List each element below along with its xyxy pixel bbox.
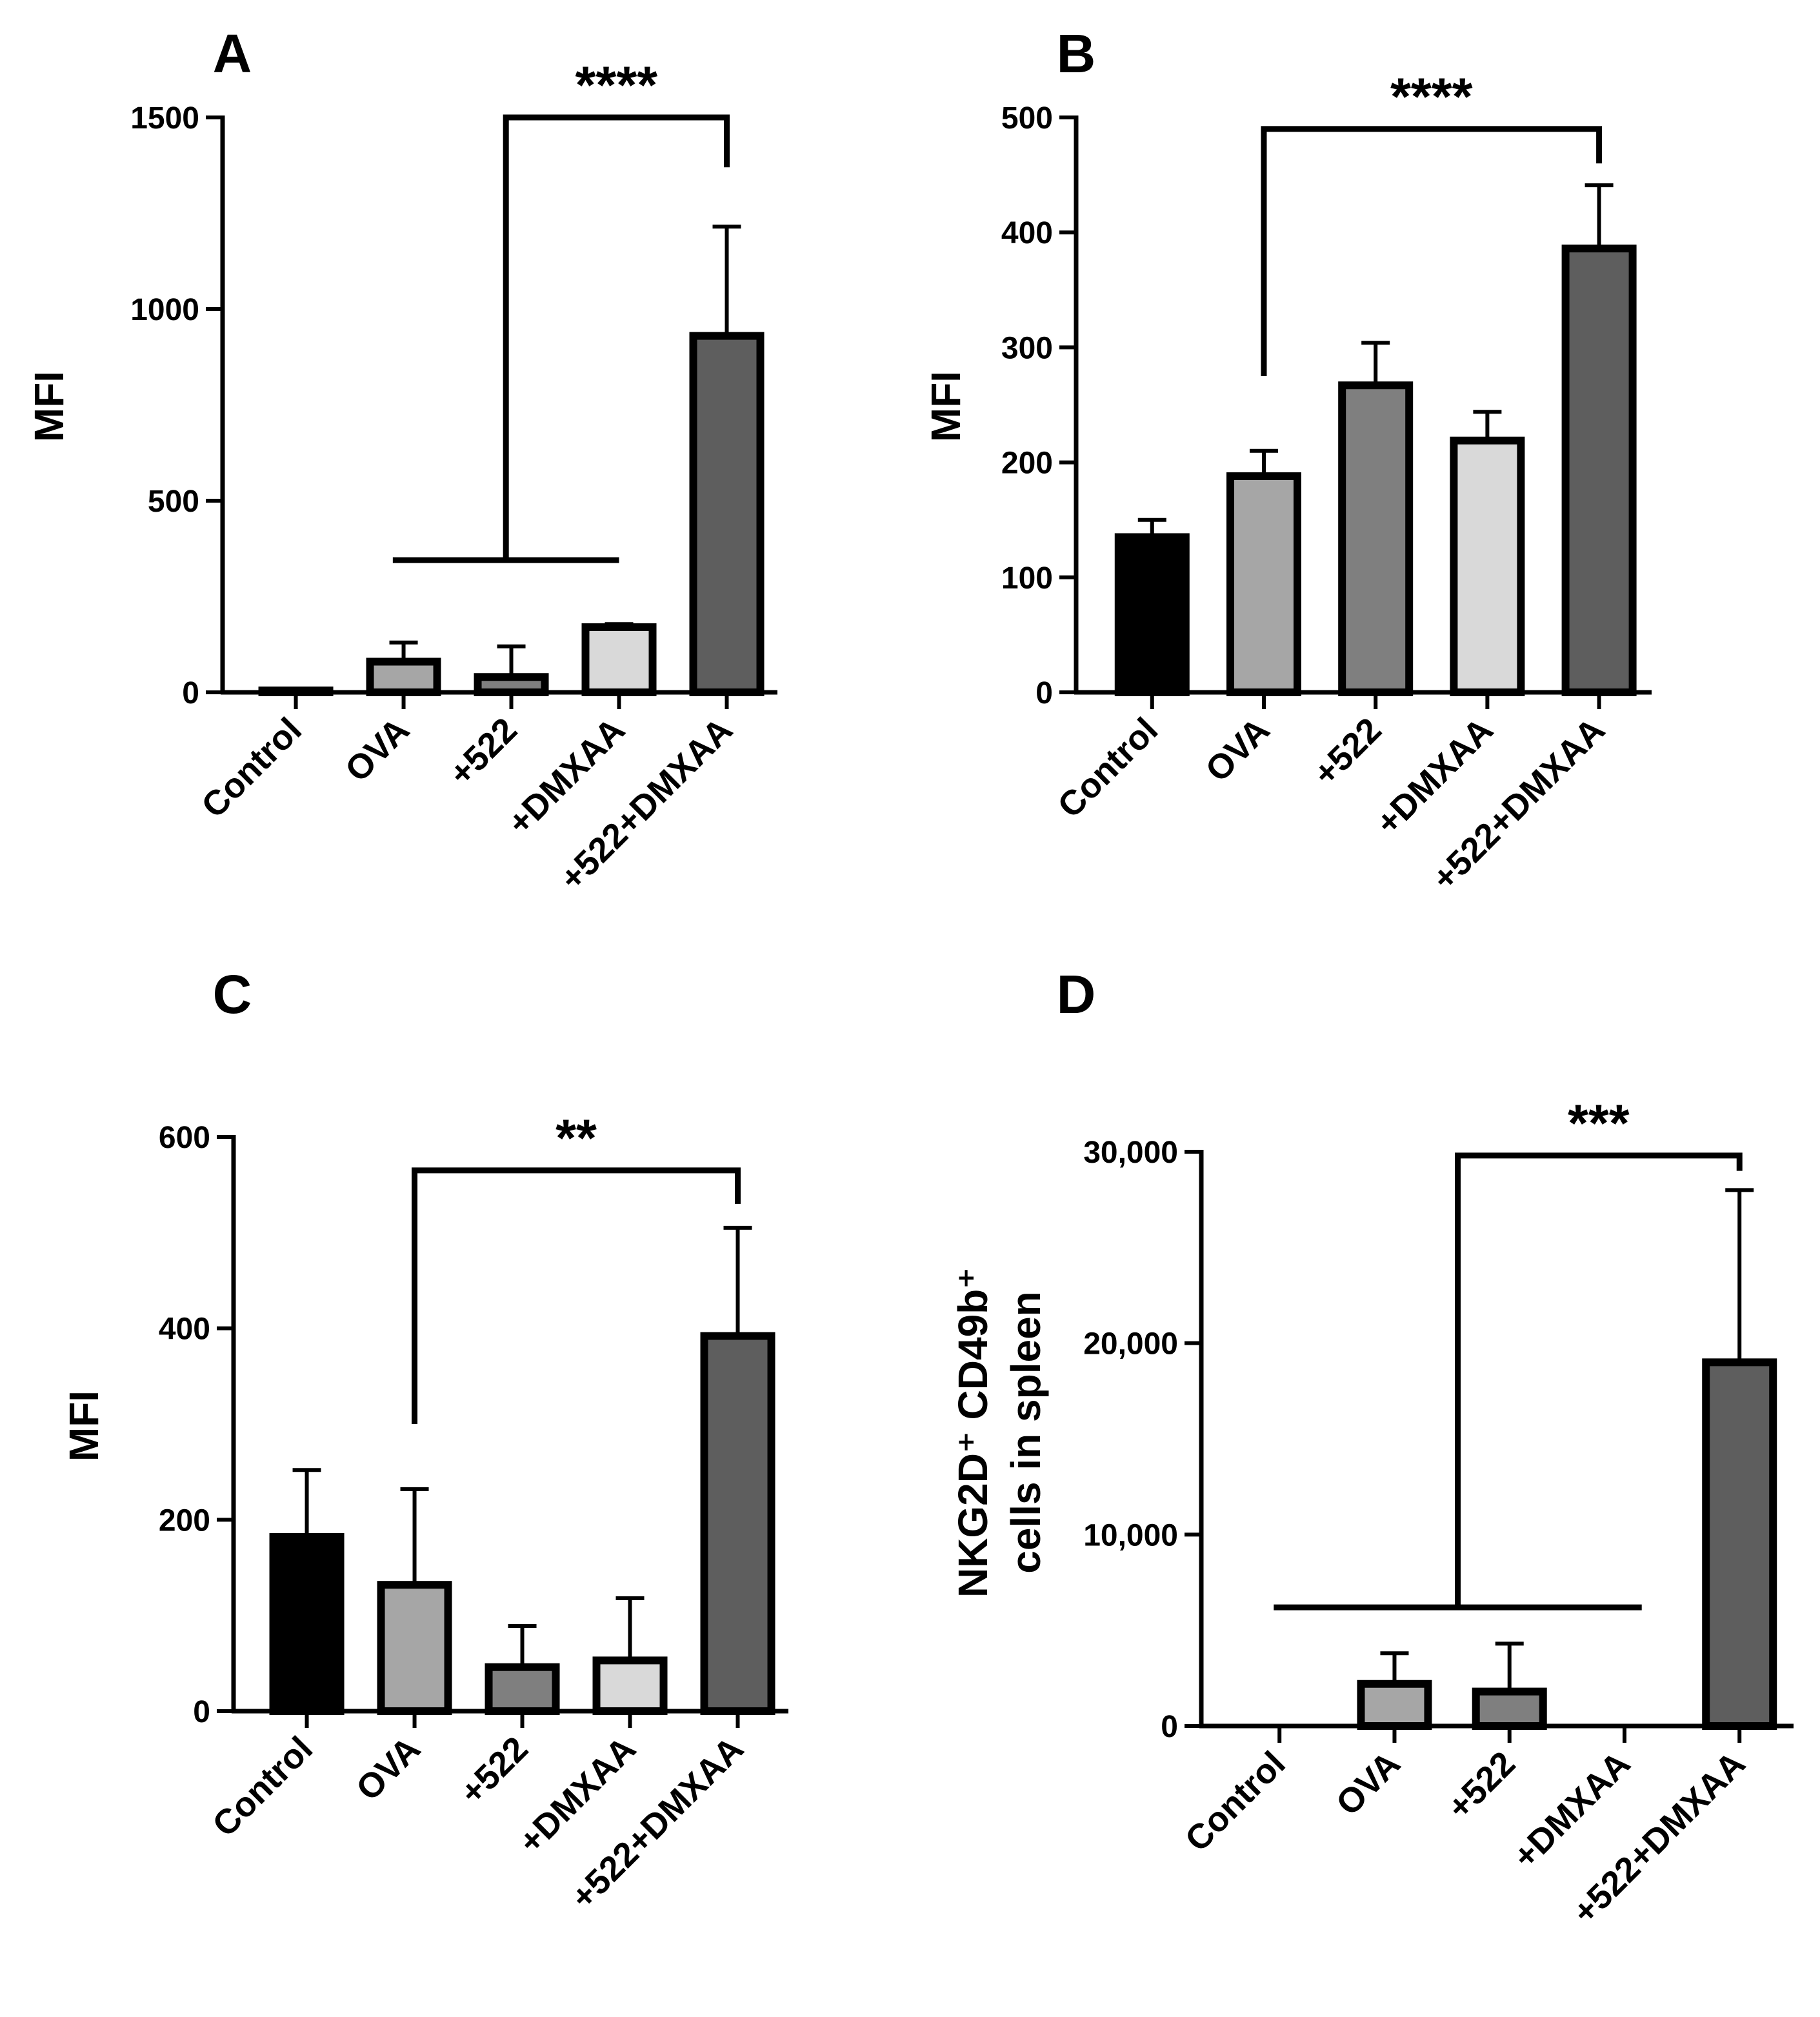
- y-tick-label-0: 0: [1035, 676, 1053, 710]
- bar-2: [366, 657, 441, 696]
- bar-2: [1357, 1680, 1432, 1731]
- significance-label: ****: [575, 56, 658, 115]
- y-tick-label-0: 0: [182, 676, 199, 710]
- panel-d-letter: D: [1057, 964, 1096, 1025]
- bar-3: [474, 673, 549, 696]
- y-tick-label-1: 10,000: [1083, 1518, 1178, 1552]
- significance-label: ****: [1390, 68, 1473, 126]
- bar-5: [1561, 245, 1637, 696]
- bar-3: [485, 1663, 560, 1715]
- significance-label: **: [555, 1109, 597, 1168]
- bar-3: [1472, 1687, 1547, 1731]
- bar-4: [592, 1656, 668, 1715]
- y-tick-label-2: 20,000: [1083, 1327, 1178, 1361]
- bar-5: [700, 1332, 775, 1716]
- bar-4: [581, 623, 657, 697]
- panel-c-ylabel: MFI: [61, 1390, 107, 1461]
- panel-a-letter: A: [213, 23, 252, 84]
- y-tick-label-0: 0: [1161, 1710, 1178, 1744]
- y-tick-label-1: 200: [159, 1503, 210, 1538]
- significance-bracket: [503, 114, 730, 561]
- y-tick-label-3: 1500: [130, 101, 199, 135]
- y-tick-label-2: 1000: [130, 293, 199, 327]
- significance-label: ***: [1568, 1094, 1630, 1153]
- panel-b-letter: B: [1057, 23, 1096, 84]
- significance-bracket: [1455, 1152, 1743, 1608]
- bar-3: [1338, 381, 1414, 696]
- bar-2: [1226, 472, 1301, 696]
- y-tick-label-3: 600: [159, 1121, 210, 1155]
- y-tick-label-5: 500: [1001, 101, 1053, 135]
- bar-4: [1450, 436, 1525, 696]
- y-tick-label-1: 500: [148, 485, 199, 519]
- panel-d-ylabel-line2: cells in spleen: [1003, 1291, 1049, 1574]
- significance-bracket: [412, 1167, 741, 1424]
- bar-1: [1114, 533, 1190, 696]
- y-tick-label-2: 400: [159, 1312, 210, 1347]
- y-tick-label-1: 100: [1001, 561, 1053, 596]
- bar-5: [689, 332, 765, 696]
- y-tick-label-3: 30,000: [1083, 1136, 1178, 1170]
- bar-5: [1702, 1358, 1777, 1730]
- y-tick-label-0: 0: [193, 1695, 210, 1729]
- y-tick-label-4: 400: [1001, 216, 1053, 250]
- bar-1: [269, 1533, 345, 1716]
- panel-a-ylabel: MFI: [26, 371, 72, 442]
- panel-d-ylabel-line1: NKG2D⁺ CD49b⁺: [950, 1267, 996, 1598]
- y-tick-label-2: 200: [1001, 447, 1053, 481]
- y-tick-label-3: 300: [1001, 331, 1053, 365]
- panel-c-letter: C: [213, 964, 252, 1025]
- panel-b-ylabel: MFI: [923, 371, 969, 442]
- significance-bracket: [1261, 126, 1603, 376]
- bar-2: [377, 1581, 452, 1715]
